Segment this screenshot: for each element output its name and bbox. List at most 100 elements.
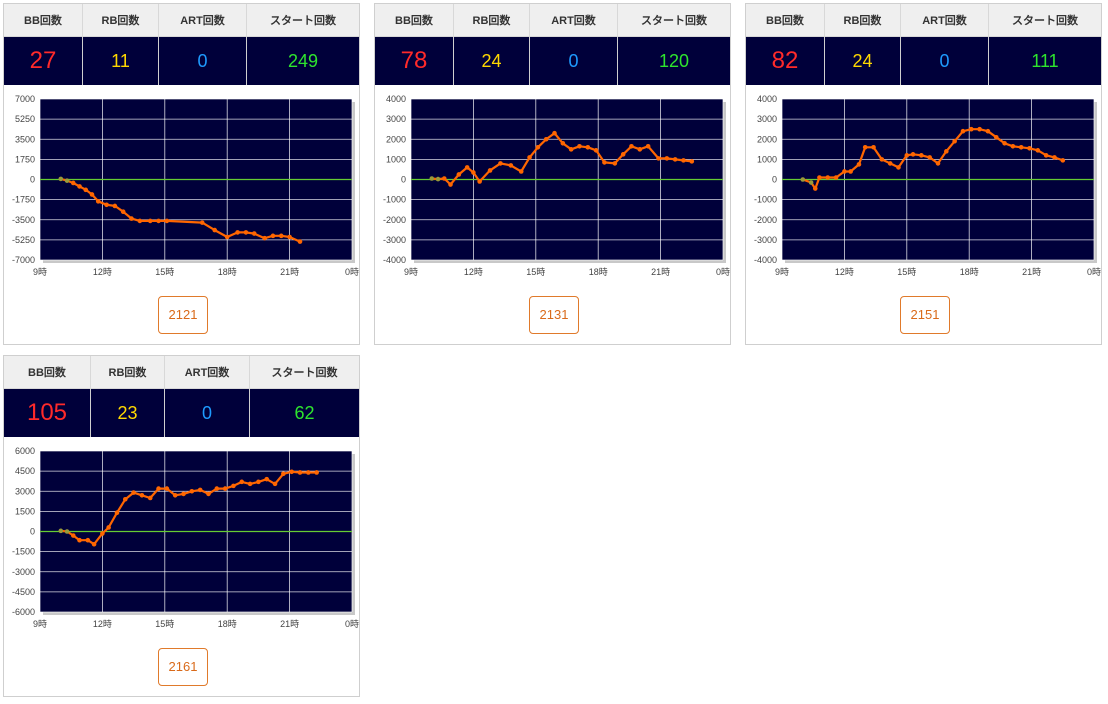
data-point — [672, 157, 678, 162]
data-point — [251, 231, 257, 236]
y-tick-label: 3000 — [386, 114, 406, 124]
data-point — [287, 234, 292, 240]
data-point — [214, 486, 220, 491]
data-point — [1052, 155, 1057, 160]
start-count-value: 111 — [988, 36, 1101, 85]
data-point — [189, 488, 195, 494]
data-point — [129, 216, 134, 221]
y-tick-label: 7000 — [15, 94, 35, 104]
y-tick-label: 0 — [772, 175, 777, 185]
y-tick-label: -6000 — [12, 607, 35, 617]
data-point — [645, 143, 651, 149]
data-point — [812, 186, 818, 191]
stats-table: BB回数 RB回数 ART回数 スタート回数 105 23 0 62 — [4, 356, 359, 437]
art-count-header: ART回数 — [529, 4, 618, 37]
data-point — [206, 491, 211, 497]
data-point — [1060, 158, 1066, 163]
data-point — [817, 175, 822, 180]
art-count-header: ART回数 — [164, 356, 250, 389]
data-point — [156, 218, 161, 224]
art-count-value: 0 — [164, 388, 250, 437]
y-tick-label: 4000 — [386, 94, 406, 104]
data-point — [289, 469, 294, 475]
data-point — [656, 156, 661, 161]
data-point — [270, 233, 276, 239]
data-point — [247, 481, 253, 487]
art-count-value: 0 — [529, 36, 618, 85]
start-count-header: スタート回数 — [246, 4, 359, 37]
data-point — [147, 218, 153, 224]
data-point — [689, 159, 695, 164]
data-point — [808, 180, 814, 185]
y-tick-label: 5250 — [15, 114, 35, 124]
y-tick-label: 1000 — [757, 154, 777, 164]
x-tick-label: 9時 — [404, 267, 418, 277]
bb-count-header: BB回数 — [4, 4, 83, 37]
machine-card-2131: BB回数 RB回数 ART回数 スタート回数 78 24 0 120 4000 3… — [374, 3, 731, 345]
data-point — [297, 239, 303, 244]
art-count-value: 0 — [900, 36, 989, 85]
data-point — [172, 492, 178, 498]
bb-count-value: 105 — [4, 388, 91, 437]
data-point — [114, 510, 120, 516]
y-tick-label: 0 — [30, 175, 35, 185]
machine-number-button[interactable]: 2151 — [900, 296, 950, 334]
rb-count-header: RB回数 — [453, 4, 530, 37]
data-point — [147, 495, 153, 501]
data-point — [314, 470, 319, 475]
y-tick-label: -3000 — [12, 567, 35, 577]
data-point — [552, 130, 557, 136]
data-point — [435, 176, 441, 182]
data-point — [256, 479, 261, 485]
y-tick-label: -7000 — [12, 255, 35, 265]
data-point — [825, 175, 831, 180]
bb-count-value: 27 — [4, 36, 83, 85]
bb-count-value: 82 — [746, 36, 825, 85]
machine-number-button[interactable]: 2121 — [158, 296, 208, 334]
data-point — [910, 152, 916, 157]
bb-count-value: 78 — [375, 36, 454, 85]
data-point — [197, 487, 203, 493]
data-point — [64, 178, 70, 183]
data-point — [856, 162, 862, 167]
x-tick-label: 18時 — [960, 267, 979, 277]
data-point — [77, 537, 82, 543]
data-point — [239, 479, 245, 485]
x-tick-label: 0時 — [345, 267, 359, 277]
data-point — [100, 531, 105, 536]
data-point — [593, 148, 599, 153]
data-point — [871, 145, 876, 150]
data-point — [498, 161, 503, 166]
x-tick-label: 12時 — [835, 267, 854, 277]
data-point — [264, 476, 270, 482]
data-point — [896, 165, 901, 170]
y-tick-label: -3500 — [12, 215, 35, 225]
data-point — [106, 525, 111, 530]
rb-count-header: RB回数 — [82, 4, 159, 37]
data-point — [306, 470, 311, 475]
rb-count-header: RB回数 — [90, 356, 165, 389]
series-line — [802, 128, 1064, 190]
machine-number-button[interactable]: 2161 — [158, 648, 208, 686]
machine-number-button[interactable]: 2131 — [529, 296, 579, 334]
data-point — [70, 180, 76, 186]
y-tick-label: 2000 — [386, 134, 406, 144]
y-tick-label: -4000 — [383, 255, 406, 265]
y-tick-label: -4500 — [12, 587, 35, 597]
data-point — [222, 486, 228, 491]
data-point — [448, 182, 453, 187]
art-count-header: ART回数 — [158, 4, 247, 37]
data-point — [904, 153, 910, 158]
data-point — [560, 140, 566, 146]
data-point — [70, 533, 76, 538]
x-tick-label: 18時 — [218, 619, 237, 629]
data-point — [471, 170, 476, 175]
data-point — [139, 492, 145, 498]
x-tick-label: 21時 — [280, 619, 299, 629]
stats-table: BB回数 RB回数 ART回数 スタート回数 27 11 0 249 — [4, 4, 359, 85]
data-point — [927, 155, 932, 160]
data-point — [518, 169, 524, 174]
slump-graph: 7000 5250 3500 1750 0 -1750 -3500 -5250 -7000 9時 1… — [12, 94, 359, 277]
data-point — [977, 126, 982, 132]
machine-card-2161: BB回数 RB回数 ART回数 スタート回数 105 23 0 62 6000 4… — [3, 355, 360, 697]
